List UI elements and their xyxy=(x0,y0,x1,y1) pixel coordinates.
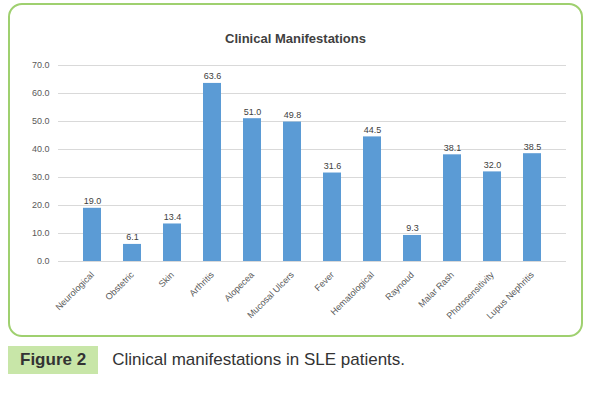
svg-text:Neurological: Neurological xyxy=(54,270,96,312)
svg-text:51.0: 51.0 xyxy=(244,107,262,117)
html-text:Clinical Manifestations: Clinical Manifestations xyxy=(225,31,366,46)
svg-text:13.4: 13.4 xyxy=(164,212,182,222)
svg-text:60.0: 60.0 xyxy=(32,88,50,98)
svg-text:38.1: 38.1 xyxy=(444,143,462,153)
svg-text:49.8: 49.8 xyxy=(284,110,302,120)
svg-text:Lupus Nephritis: Lupus Nephritis xyxy=(485,269,537,321)
svg-text:30.0: 30.0 xyxy=(32,172,50,182)
svg-text:20.0: 20.0 xyxy=(32,200,50,210)
svg-text:Malar Rash: Malar Rash xyxy=(416,270,456,310)
svg-text:Photosensitivity: Photosensitivity xyxy=(444,269,496,321)
svg-text:0.0: 0.0 xyxy=(37,256,50,266)
svg-text:Skin: Skin xyxy=(156,270,175,289)
svg-text:6.1: 6.1 xyxy=(126,232,139,242)
svg-text:Mucosal Ulcers: Mucosal Ulcers xyxy=(245,269,296,320)
svg-text:70.0: 70.0 xyxy=(32,60,50,70)
svg-text:Alopecea: Alopecea xyxy=(222,270,256,304)
svg-text:Obstetric: Obstetric xyxy=(103,269,136,302)
svg-text:19.0: 19.0 xyxy=(84,196,102,206)
svg-text:38.5: 38.5 xyxy=(524,142,542,152)
svg-text:Arthritis: Arthritis xyxy=(187,269,216,298)
svg-text:44.5: 44.5 xyxy=(364,125,382,135)
svg-text:Fever: Fever xyxy=(313,270,336,293)
svg-text:10.0: 10.0 xyxy=(32,228,50,238)
svg-text:Hematological: Hematological xyxy=(329,270,376,317)
svg-text:9.3: 9.3 xyxy=(406,223,419,233)
html-text:Clinical manifestations in SLE: Clinical manifestations in SLE patients. xyxy=(112,350,406,369)
svg-text:31.6: 31.6 xyxy=(324,161,342,171)
svg-text:50.0: 50.0 xyxy=(32,116,50,126)
svg-text:Raynoud: Raynoud xyxy=(383,270,416,303)
svg-text:63.6: 63.6 xyxy=(204,71,222,81)
svg-text:40.0: 40.0 xyxy=(32,144,50,154)
html-text:Figure 2: Figure 2 xyxy=(20,350,87,369)
svg-text:32.0: 32.0 xyxy=(484,160,502,170)
